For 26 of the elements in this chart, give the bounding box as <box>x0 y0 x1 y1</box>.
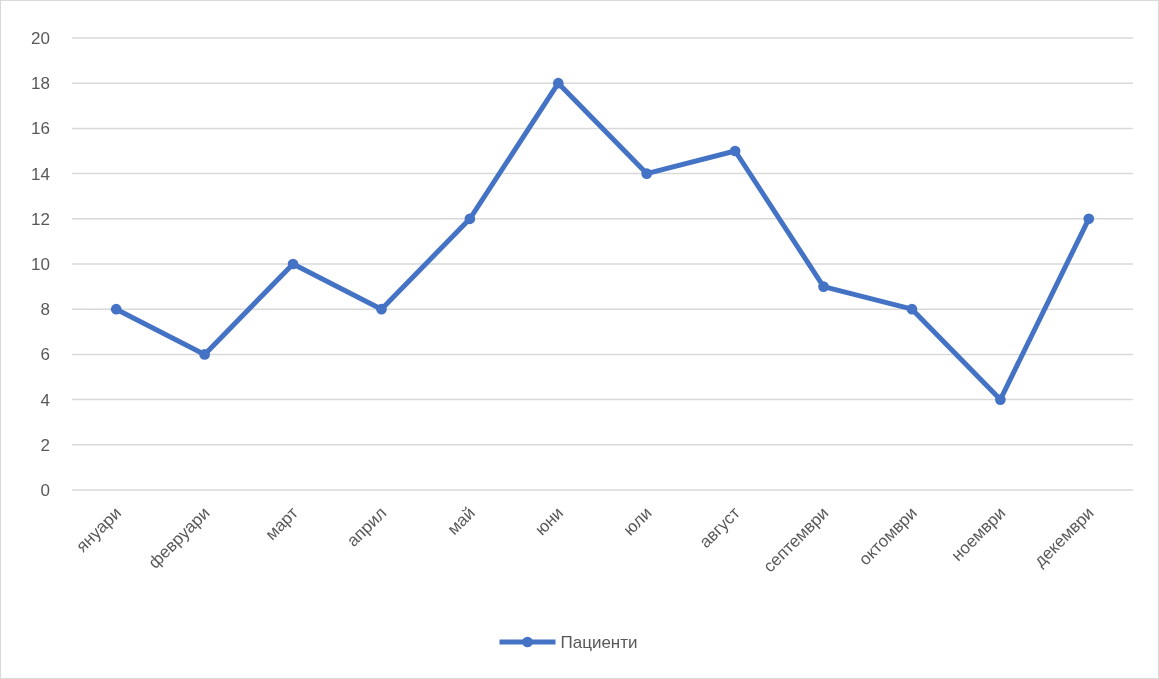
y-tick-label: 8 <box>40 300 50 320</box>
point <box>464 213 476 225</box>
point <box>995 394 1006 405</box>
y-tick-label: 16 <box>31 119 50 139</box>
point <box>287 258 299 270</box>
point <box>552 77 564 89</box>
y-tick-label: 6 <box>40 345 50 365</box>
point <box>818 281 829 292</box>
point <box>729 145 741 157</box>
point <box>906 303 918 315</box>
y-tick-label: 20 <box>31 28 50 48</box>
y-tick-label: 4 <box>40 390 50 410</box>
legend-label: Пациенти <box>560 632 638 652</box>
y-tick-label: 14 <box>31 164 50 184</box>
point <box>199 349 210 360</box>
y-tick-label: 0 <box>40 480 50 500</box>
y-tick-label: 2 <box>40 435 50 455</box>
x-tick-label: юни <box>531 503 568 540</box>
point <box>1083 213 1095 225</box>
y-tick-label: 18 <box>31 74 50 94</box>
point <box>110 303 122 315</box>
point <box>641 168 653 179</box>
x-tick-label: юли <box>619 503 656 540</box>
y-tick-label: 12 <box>31 209 50 229</box>
y-tick-label: 10 <box>31 254 50 274</box>
point <box>376 303 387 315</box>
